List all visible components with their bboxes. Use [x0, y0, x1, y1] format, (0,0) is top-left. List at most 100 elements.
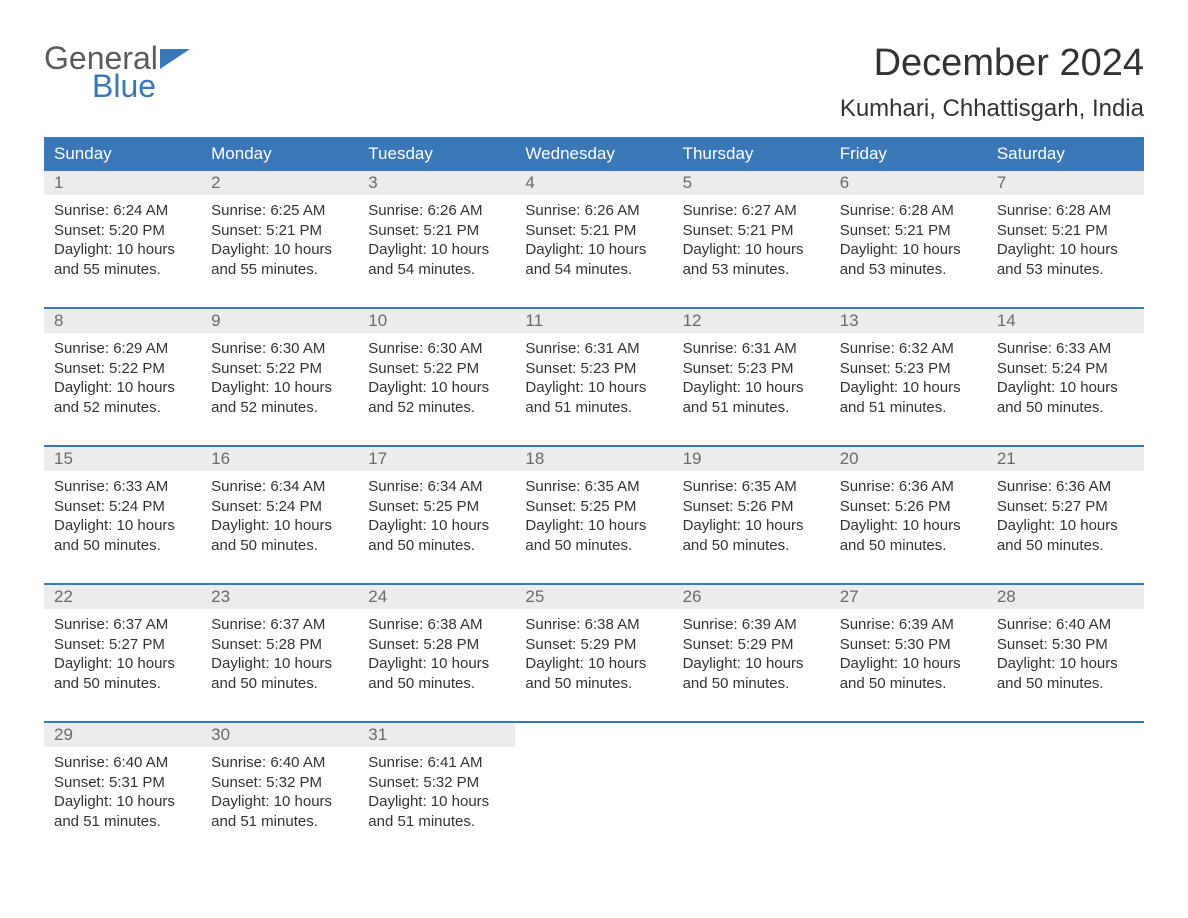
day-cell: 10 Sunrise: 6:30 AMSunset: 5:22 PMDayligh… [358, 309, 515, 421]
day-sunset: Sunset: 5:21 PM [840, 221, 977, 241]
day-sunset: Sunset: 5:21 PM [525, 221, 662, 241]
day-details: Sunrise: 6:33 AMSunset: 5:24 PMDaylight:… [44, 471, 201, 559]
logo-word-2: Blue [92, 70, 190, 102]
day-sunrise: Sunrise: 6:29 AM [54, 339, 191, 359]
day-number: 4 [515, 171, 672, 195]
day-cell: 20Sunrise: 6:36 AMSunset: 5:26 PMDayligh… [830, 447, 987, 559]
day-sunrise: Sunrise: 6:31 AM [525, 339, 662, 359]
day-dl2: and 50 minutes. [368, 674, 505, 694]
day-dl2: and 51 minutes. [368, 812, 505, 832]
day-dl2: and 55 minutes. [54, 260, 191, 280]
day-details: Sunrise: 6:38 AMSunset: 5:29 PMDaylight:… [515, 609, 672, 697]
day-dl2: and 50 minutes. [54, 674, 191, 694]
day-sunrise: Sunrise: 6:31 AM [683, 339, 820, 359]
day-sunrise: Sunrise: 6:28 AM [997, 201, 1134, 221]
day-details: Sunrise: 6:24 AMSunset: 5:20 PMDaylight:… [44, 195, 201, 283]
day-dl1: Daylight: 10 hours [840, 378, 977, 398]
day-cell: 1Sunrise: 6:24 AMSunset: 5:20 PMDaylight… [44, 171, 201, 283]
day-number: 3 [358, 171, 515, 195]
day-number: 6 [830, 171, 987, 195]
week-row: 29Sunrise: 6:40 AMSunset: 5:31 PMDayligh… [44, 721, 1144, 835]
day-sunrise: Sunrise: 6:33 AM [54, 477, 191, 497]
day-dl2: and 50 minutes. [525, 536, 662, 556]
day-sunrise: Sunrise: 6:38 AM [368, 615, 505, 635]
day-dl1: Daylight: 10 hours [840, 654, 977, 674]
day-details: Sunrise: 6:34 AMSunset: 5:24 PMDaylight:… [201, 471, 358, 559]
day-dl2: and 52 minutes. [211, 398, 348, 418]
header: General Blue December 2024 Kumhari, Chha… [44, 42, 1144, 123]
day-cell [673, 723, 830, 835]
day-dl2: and 50 minutes. [997, 674, 1134, 694]
brand-logo: General Blue [44, 42, 190, 102]
day-cell: 22Sunrise: 6:37 AMSunset: 5:27 PMDayligh… [44, 585, 201, 697]
day-sunrise: Sunrise: 6:33 AM [997, 339, 1134, 359]
day-sunrise: Sunrise: 6:35 AM [683, 477, 820, 497]
day-details: Sunrise: 6:29 AMSunset: 5:22 PMDaylight:… [44, 333, 201, 421]
day-details: Sunrise: 6:31 AMSunset: 5:23 PMDaylight:… [515, 333, 672, 421]
day-cell: 4Sunrise: 6:26 AMSunset: 5:21 PMDaylight… [515, 171, 672, 283]
day-dl2: and 50 minutes. [54, 536, 191, 556]
day-sunrise: Sunrise: 6:39 AM [840, 615, 977, 635]
day-dl2: and 50 minutes. [525, 674, 662, 694]
day-cell: 17Sunrise: 6:34 AMSunset: 5:25 PMDayligh… [358, 447, 515, 559]
day-sunset: Sunset: 5:22 PM [368, 359, 505, 379]
day-details: Sunrise: 6:40 AMSunset: 5:32 PMDaylight:… [201, 747, 358, 835]
day-sunrise: Sunrise: 6:41 AM [368, 753, 505, 773]
day-sunrise: Sunrise: 6:40 AM [211, 753, 348, 773]
day-details: Sunrise: 6:32 AMSunset: 5:23 PMDaylight:… [830, 333, 987, 421]
day-number: 18 [515, 447, 672, 471]
day-details: Sunrise: 6:35 AMSunset: 5:26 PMDaylight:… [673, 471, 830, 559]
day-dl2: and 52 minutes. [54, 398, 191, 418]
day-dl1: Daylight: 10 hours [211, 654, 348, 674]
day-cell [987, 723, 1144, 835]
day-number: 14 [987, 309, 1144, 333]
day-dl1: Daylight: 10 hours [368, 378, 505, 398]
day-cell: 31Sunrise: 6:41 AMSunset: 5:32 PMDayligh… [358, 723, 515, 835]
day-details: Sunrise: 6:41 AMSunset: 5:32 PMDaylight:… [358, 747, 515, 835]
day-sunrise: Sunrise: 6:34 AM [211, 477, 348, 497]
day-sunrise: Sunrise: 6:37 AM [54, 615, 191, 635]
month-title: December 2024 [840, 42, 1144, 85]
day-dl2: and 53 minutes. [840, 260, 977, 280]
day-dl1: Daylight: 10 hours [683, 654, 820, 674]
day-cell: 19Sunrise: 6:35 AMSunset: 5:26 PMDayligh… [673, 447, 830, 559]
day-sunset: Sunset: 5:26 PM [683, 497, 820, 517]
day-sunset: Sunset: 5:29 PM [683, 635, 820, 655]
day-number: 10 [358, 309, 515, 333]
location: Kumhari, Chhattisgarh, India [840, 95, 1144, 123]
day-details: Sunrise: 6:31 AMSunset: 5:23 PMDaylight:… [673, 333, 830, 421]
day-sunrise: Sunrise: 6:24 AM [54, 201, 191, 221]
day-dl1: Daylight: 10 hours [525, 654, 662, 674]
day-dl1: Daylight: 10 hours [840, 516, 977, 536]
day-details: Sunrise: 6:36 AMSunset: 5:27 PMDaylight:… [987, 471, 1144, 559]
day-sunrise: Sunrise: 6:25 AM [211, 201, 348, 221]
day-number: 24 [358, 585, 515, 609]
day-dl1: Daylight: 10 hours [54, 792, 191, 812]
day-number: 16 [201, 447, 358, 471]
day-sunrise: Sunrise: 6:30 AM [368, 339, 505, 359]
day-cell: 8Sunrise: 6:29 AMSunset: 5:22 PMDaylight… [44, 309, 201, 421]
day-sunset: Sunset: 5:25 PM [368, 497, 505, 517]
day-dl2: and 54 minutes. [525, 260, 662, 280]
day-cell: 13Sunrise: 6:32 AMSunset: 5:23 PMDayligh… [830, 309, 987, 421]
day-cell: 16Sunrise: 6:34 AMSunset: 5:24 PMDayligh… [201, 447, 358, 559]
day-cell: 5Sunrise: 6:27 AMSunset: 5:21 PMDaylight… [673, 171, 830, 283]
day-number: 1 [44, 171, 201, 195]
day-cell: 3Sunrise: 6:26 AMSunset: 5:21 PMDaylight… [358, 171, 515, 283]
day-number: 29 [44, 723, 201, 747]
day-cell: 2Sunrise: 6:25 AMSunset: 5:21 PMDaylight… [201, 171, 358, 283]
day-dl2: and 51 minutes. [525, 398, 662, 418]
day-details: Sunrise: 6:34 AMSunset: 5:25 PMDaylight:… [358, 471, 515, 559]
day-dl1: Daylight: 10 hours [683, 516, 820, 536]
day-sunrise: Sunrise: 6:37 AM [211, 615, 348, 635]
day-dl2: and 50 minutes. [368, 536, 505, 556]
day-cell: 9Sunrise: 6:30 AMSunset: 5:22 PMDaylight… [201, 309, 358, 421]
day-number: 19 [673, 447, 830, 471]
day-details: Sunrise: 6:25 AMSunset: 5:21 PMDaylight:… [201, 195, 358, 283]
day-dl2: and 50 minutes. [683, 674, 820, 694]
day-details: Sunrise: 6:37 AMSunset: 5:27 PMDaylight:… [44, 609, 201, 697]
day-sunset: Sunset: 5:28 PM [211, 635, 348, 655]
day-dl1: Daylight: 10 hours [54, 378, 191, 398]
day-sunset: Sunset: 5:23 PM [525, 359, 662, 379]
day-dl1: Daylight: 10 hours [525, 240, 662, 260]
